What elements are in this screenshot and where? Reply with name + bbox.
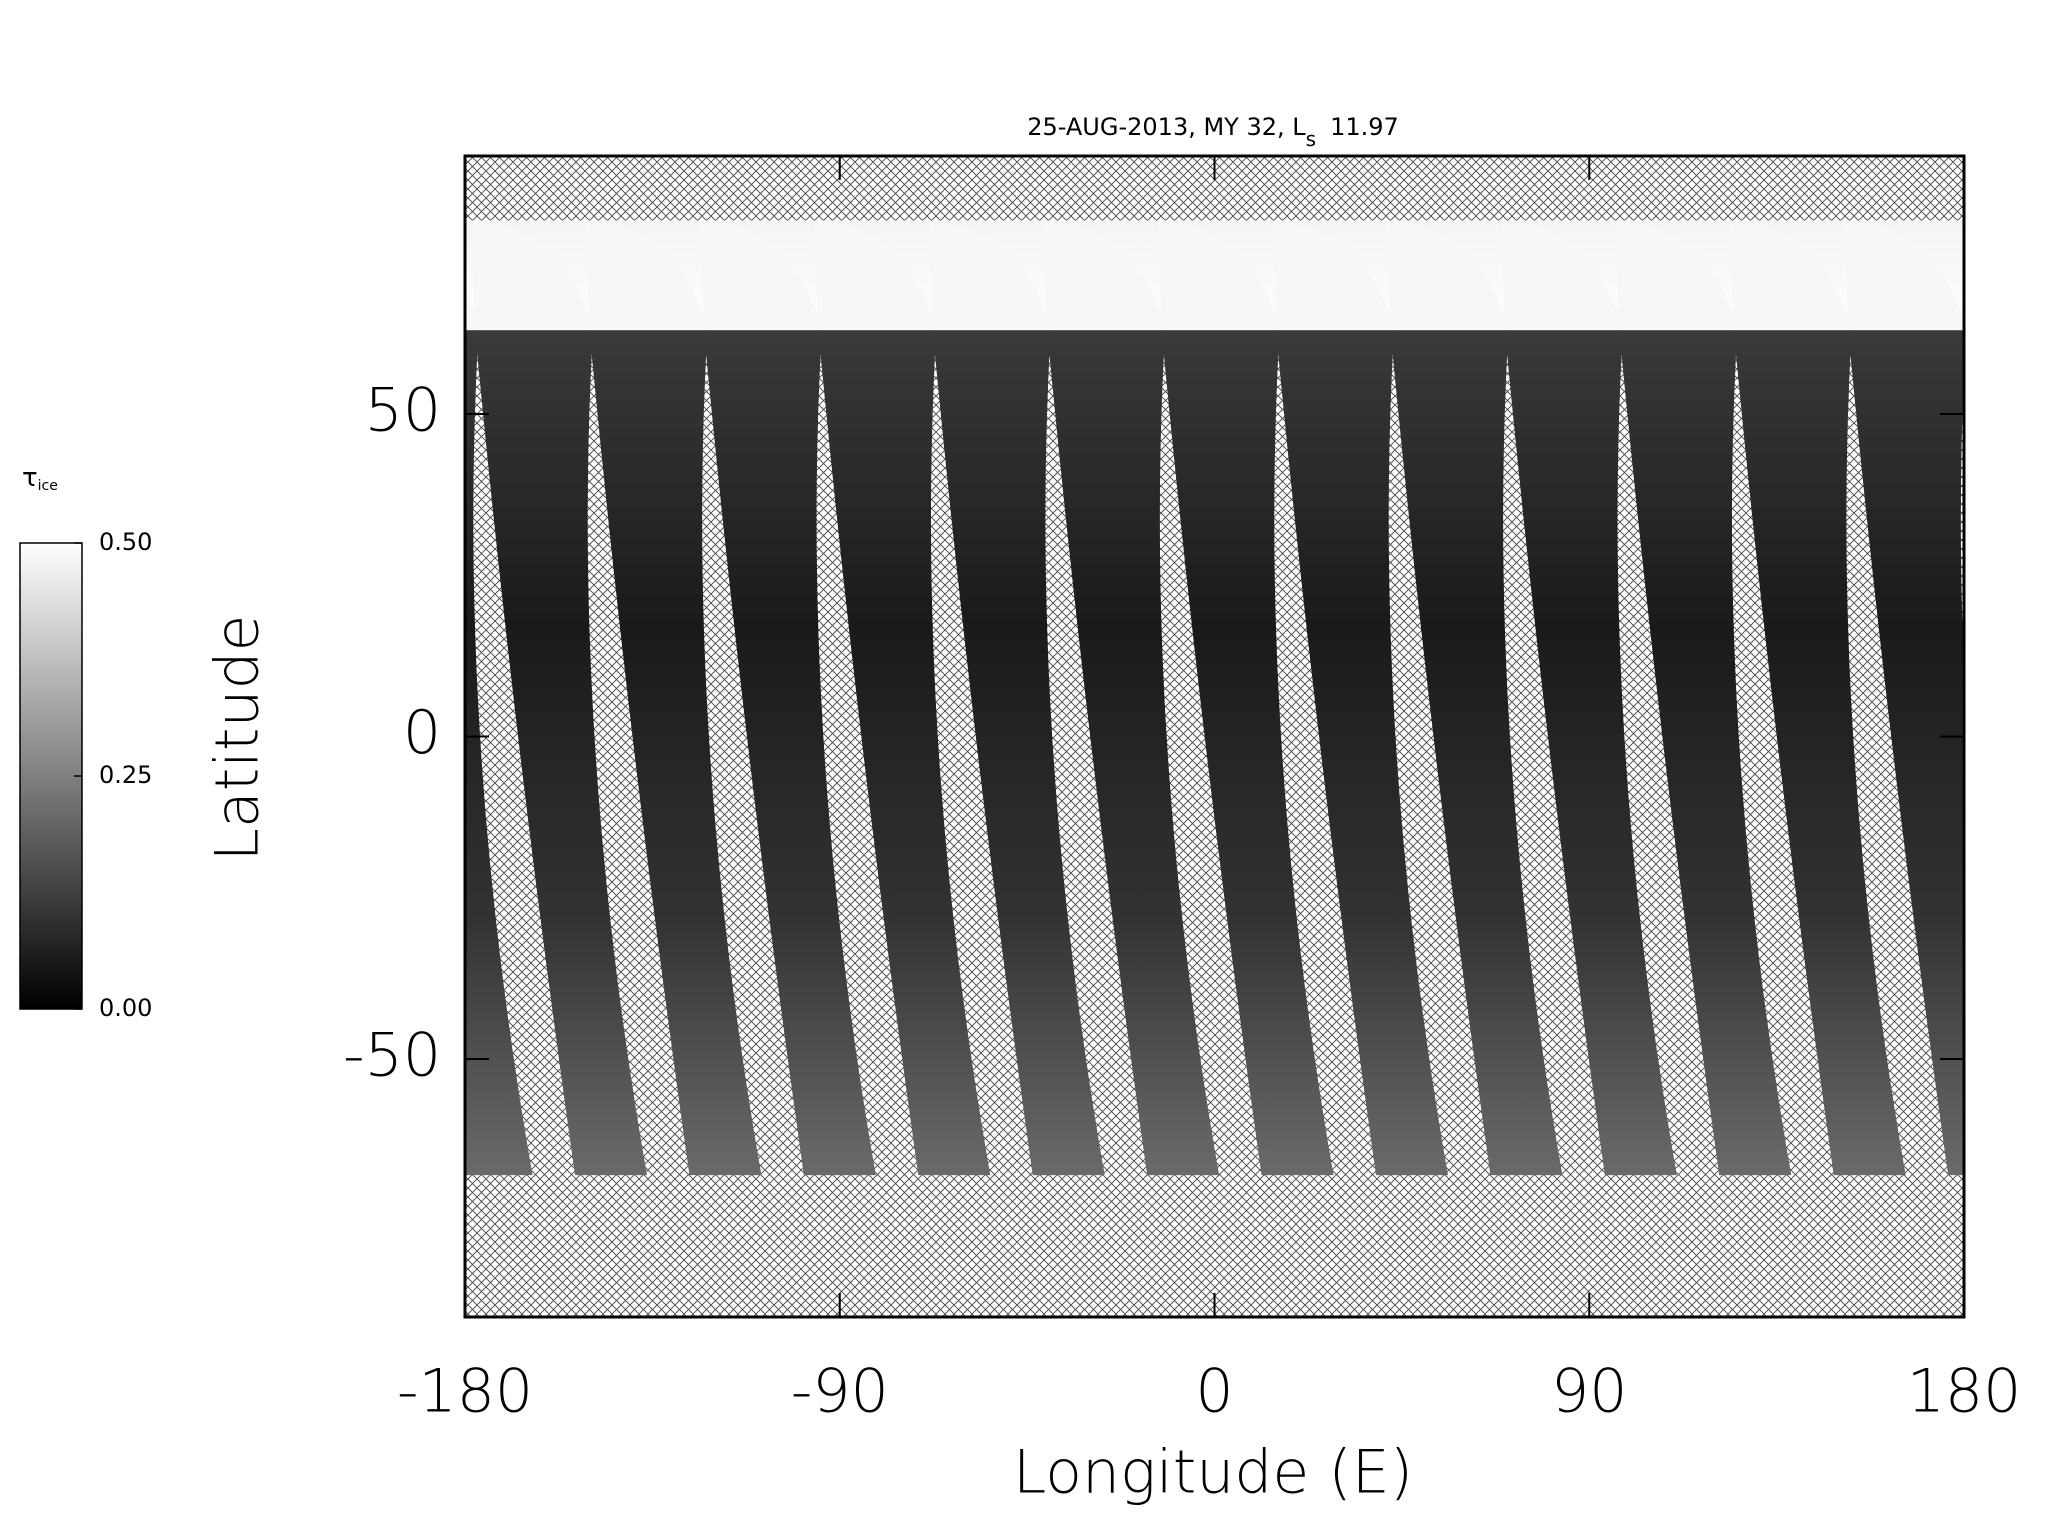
- swath-cap: [1500, 220, 1623, 331]
- x-tick-label: -90: [791, 1357, 889, 1427]
- swath-cap: [814, 220, 937, 331]
- colorbar-tick-label: 0.00: [99, 994, 152, 1022]
- swath-cap: [928, 220, 1051, 331]
- swath: [703, 330, 876, 1176]
- swath-cap: [699, 220, 822, 331]
- swath-cap: [1844, 220, 1964, 331]
- title-text: 25-AUG-2013, MY 32, L: [1027, 113, 1306, 141]
- swath-cap: [1615, 220, 1738, 331]
- title-subscript: s: [1306, 127, 1316, 151]
- swath: [1047, 330, 1220, 1176]
- y-tick-label: 0: [403, 698, 441, 768]
- colorbar-tick-label: 0.25: [99, 761, 152, 789]
- swath: [475, 330, 647, 1176]
- plot-area: [465, 156, 1964, 1317]
- swath-cap: [1386, 220, 1509, 331]
- swath: [1390, 330, 1563, 1176]
- x-tick-label: 90: [1551, 1357, 1627, 1427]
- y-tick-label: 50: [365, 376, 441, 446]
- swath: [1848, 330, 1964, 1176]
- colorbar: [19, 542, 83, 1010]
- swath: [465, 330, 533, 1176]
- swath: [1733, 330, 1906, 1176]
- swath-cap: [585, 220, 708, 331]
- swath-cap: [471, 220, 593, 331]
- x-tick-label: -180: [397, 1357, 533, 1427]
- x-tick-label: 0: [1195, 1357, 1233, 1427]
- title-value: 11.97: [1330, 113, 1399, 141]
- colorbar-tick-label: 0.50: [99, 528, 152, 556]
- swath: [1275, 330, 1448, 1176]
- colorbar-label: τice: [22, 463, 58, 495]
- swath: [932, 330, 1105, 1176]
- swath: [1504, 330, 1677, 1176]
- swath: [589, 330, 762, 1176]
- y-tick-label: -50: [343, 1021, 441, 1091]
- swath-cap: [1729, 220, 1852, 331]
- x-axis-label: Longitude (E): [1013, 1438, 1413, 1508]
- swath-cap: [1043, 220, 1166, 331]
- swath-cap: [1271, 220, 1394, 331]
- colorbar-symbol: τ: [22, 463, 38, 493]
- y-axis-label: Latitude: [203, 615, 273, 862]
- chart-title: 25-AUG-2013, MY 32, Ls 11.97: [1027, 113, 1399, 151]
- colorbar-subscript: ice: [38, 478, 58, 494]
- swath: [1619, 330, 1792, 1176]
- swath-cap: [465, 293, 479, 331]
- x-tick-label: 180: [1907, 1357, 2022, 1427]
- swath: [1161, 330, 1334, 1176]
- swath: [818, 330, 991, 1176]
- swath-cap: [1157, 220, 1280, 331]
